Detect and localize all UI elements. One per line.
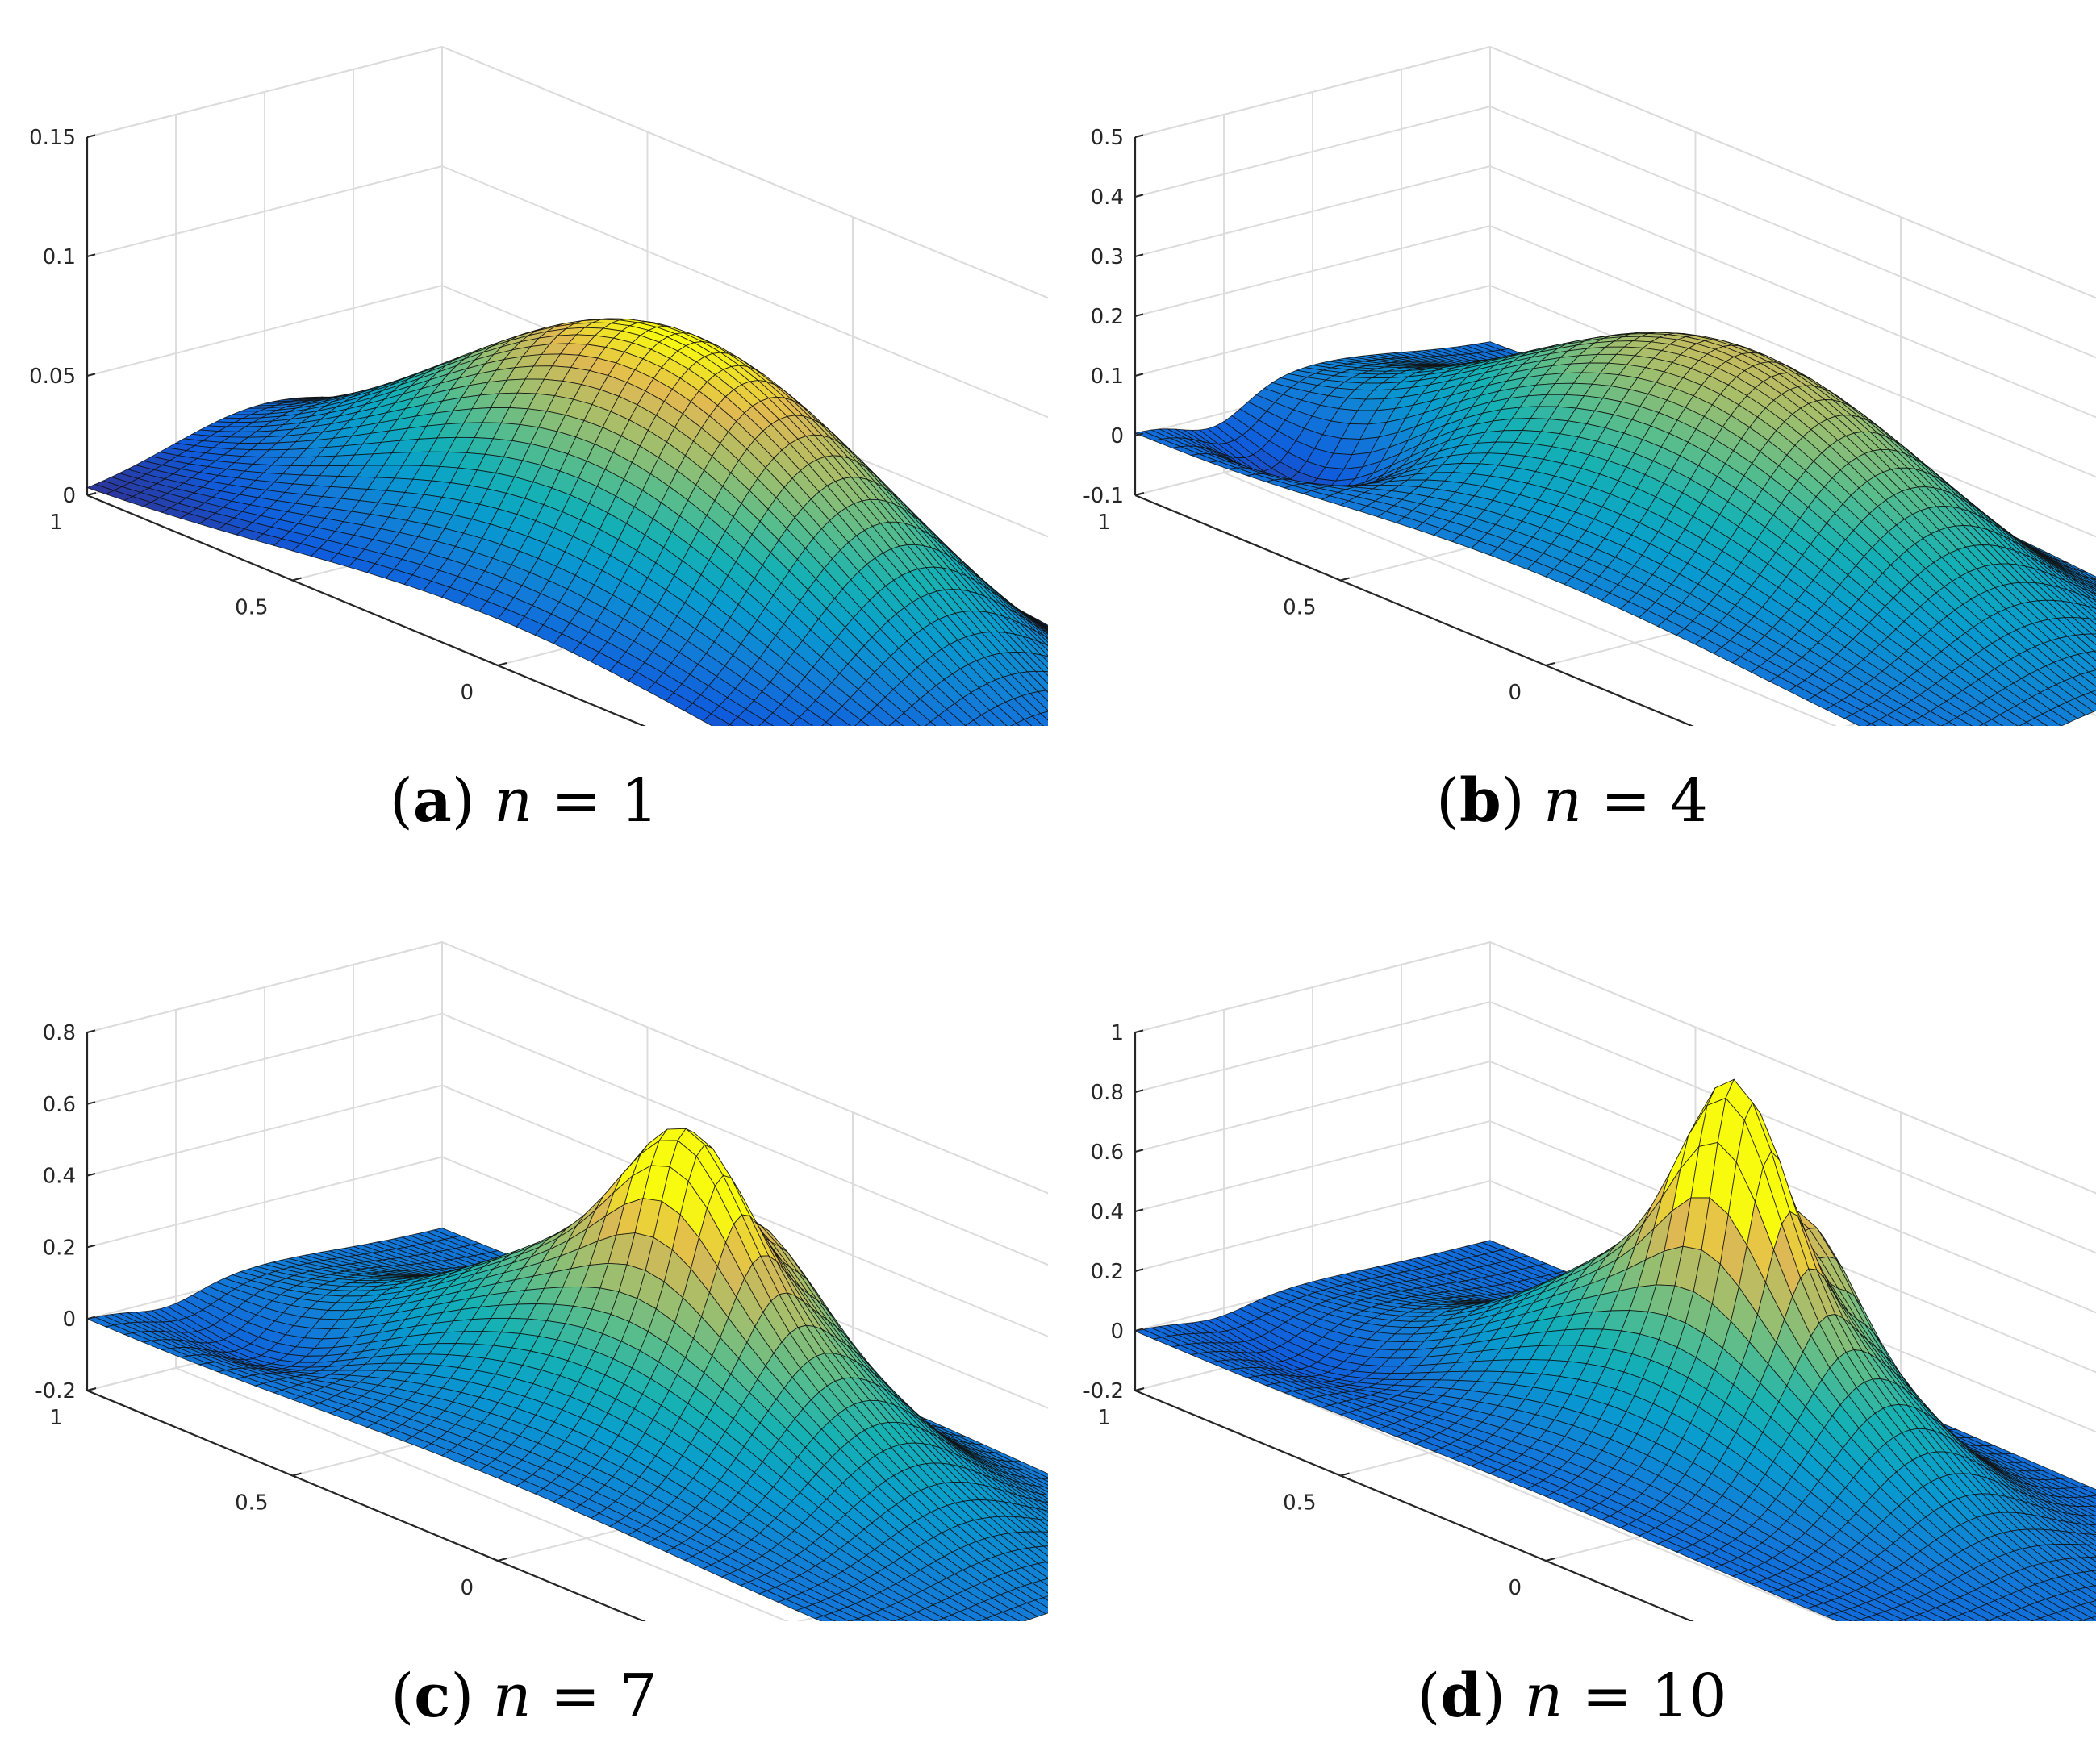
surface-plot-b: -0.100.10.20.30.40.5-1-0.500.51-1-0.500.… — [1048, 0, 2096, 726]
caption-variable: n — [492, 1662, 532, 1731]
y-tick-label: 1 — [1097, 511, 1111, 535]
caption-equals: = — [1601, 766, 1651, 836]
z-tick-label: 0.4 — [1091, 1200, 1124, 1224]
plot-svg-b: -0.100.10.20.30.40.5-1-0.500.51-1-0.500.… — [1083, 45, 2096, 726]
z-tick-label: 0.4 — [43, 1165, 76, 1189]
y-tick-label: 0.5 — [1283, 596, 1316, 620]
z-tick-label: 0.15 — [29, 126, 76, 150]
plot-svg-c: -0.200.20.40.60.8-1-0.500.51-1-0.500.51 — [35, 940, 1048, 1621]
tick-labels: -0.100.10.20.30.40.5-1-0.500.51-1-0.500.… — [1083, 126, 1555, 705]
y-tick-label: 1 — [49, 1406, 63, 1430]
z-tick-label: 0.3 — [1091, 245, 1124, 269]
tick-labels: 00.050.10.15-1-0.500.51-1-0.500.51 — [29, 126, 507, 705]
z-tick-label: 0 — [62, 1307, 76, 1332]
caption-value: 4 — [1669, 766, 1708, 836]
z-tick-label: 0.5 — [1091, 126, 1124, 150]
surface-mesh — [86, 318, 1048, 726]
z-tick-label: 0.1 — [1091, 365, 1124, 389]
caption-value: 1 — [620, 766, 659, 836]
z-tick-label: 0.6 — [1091, 1141, 1124, 1165]
y-tick-label: 0 — [460, 681, 474, 705]
caption-variable: n — [1543, 766, 1582, 836]
y-tick-label: 0.5 — [235, 596, 268, 620]
z-tick-label: 0 — [1110, 424, 1124, 448]
z-tick-label: -0.2 — [1083, 1379, 1124, 1403]
z-tick-label: 0.2 — [1091, 1260, 1124, 1284]
caption-value: 10 — [1651, 1662, 1727, 1731]
caption-d: (d) n = 10 — [1417, 1662, 1727, 1731]
z-tick-label: 0 — [1110, 1320, 1124, 1344]
y-tick-label: 0 — [460, 1576, 474, 1600]
z-tick-label: 0.1 — [43, 245, 76, 269]
caption-c: (c) n = 7 — [390, 1662, 658, 1731]
z-tick-label: 0.2 — [43, 1236, 76, 1260]
z-tick-label: 0.8 — [43, 1021, 76, 1045]
caption-variable: n — [1524, 1662, 1564, 1731]
tick-labels: -0.200.20.40.60.81-1-0.500.51-1-0.500.51 — [1083, 1021, 1555, 1600]
z-tick-label: 1 — [1110, 1021, 1124, 1045]
z-tick-label: 0.8 — [1091, 1081, 1124, 1105]
z-tick-label: 0.2 — [1091, 305, 1124, 329]
caption-a: (a) n = 1 — [389, 766, 659, 836]
caption-b: (b) n = 4 — [1436, 766, 1708, 836]
y-tick-label: 0 — [1508, 1576, 1522, 1600]
caption-tag: c — [414, 1662, 451, 1731]
caption-equals: = — [549, 1662, 600, 1731]
caption-tag: b — [1459, 766, 1501, 836]
caption-equals: = — [1581, 1662, 1632, 1731]
caption-tag: a — [412, 766, 452, 836]
caption-tag: d — [1440, 1662, 1483, 1731]
z-tick-label: 0.05 — [29, 365, 76, 389]
surface-plot-d: -0.200.20.40.60.81-1-0.500.51-1-0.500.51 — [1048, 895, 2096, 1621]
z-tick-label: -0.2 — [35, 1379, 76, 1403]
y-tick-label: 0.5 — [235, 1491, 268, 1516]
z-tick-label: 0.6 — [43, 1093, 76, 1117]
surface-mesh — [1134, 1078, 2096, 1621]
z-tick-label: 0 — [62, 484, 76, 508]
y-tick-label: 0.5 — [1283, 1491, 1316, 1516]
tick-labels: -0.200.20.40.60.8-1-0.500.51-1-0.500.51 — [35, 1021, 507, 1600]
y-tick-label: 1 — [1097, 1406, 1111, 1430]
caption-variable: n — [494, 766, 532, 836]
z-tick-label: 0.4 — [1091, 186, 1124, 210]
surface-plot-a: 00.050.10.15-1-0.500.51-1-0.500.51 — [0, 0, 1048, 726]
plot-svg-d: -0.200.20.40.60.81-1-0.500.51-1-0.500.51 — [1083, 940, 2096, 1621]
surface-mesh — [1134, 332, 2096, 726]
z-tick-label: -0.1 — [1083, 484, 1124, 508]
y-tick-label: 0 — [1508, 681, 1522, 705]
caption-value: 7 — [619, 1662, 658, 1731]
surface-plot-c: -0.200.20.40.60.8-1-0.500.51-1-0.500.51 — [0, 895, 1048, 1621]
caption-equals: = — [551, 766, 602, 836]
surface-mesh — [86, 1128, 1048, 1621]
plot-svg-a: 00.050.10.15-1-0.500.51-1-0.500.51 — [29, 45, 1048, 726]
y-tick-label: 1 — [49, 511, 63, 535]
